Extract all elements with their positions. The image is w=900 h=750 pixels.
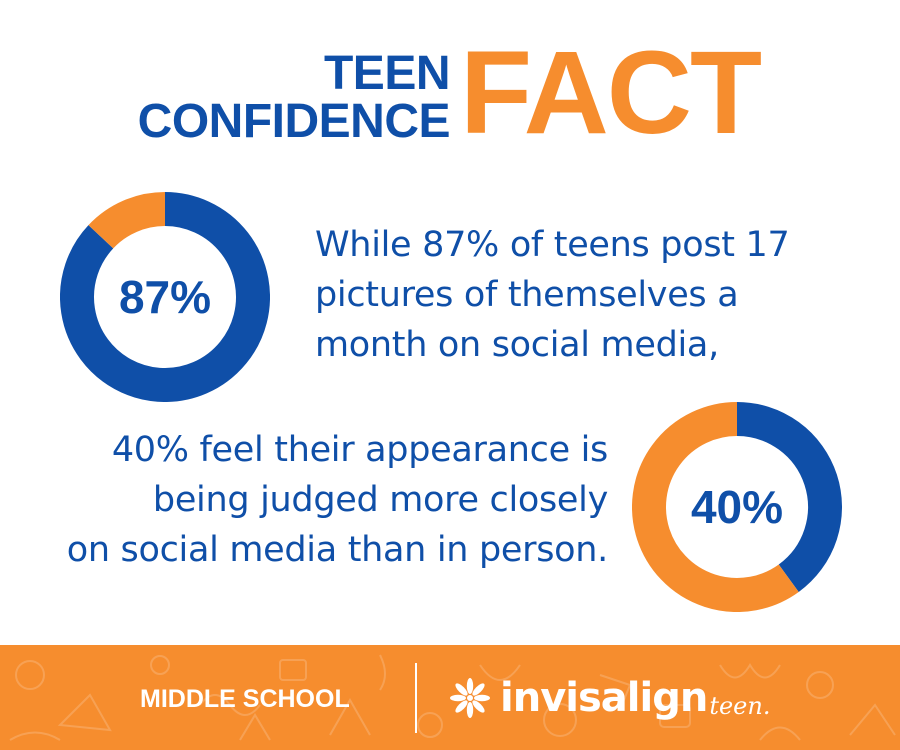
- fact-first: While 87% of teens post 17 pictures of t…: [315, 220, 790, 370]
- brand-invisalign: invisalign: [500, 675, 708, 721]
- donut-87-svg: [60, 192, 270, 402]
- footer-bar: MIDDLE SCHOOL invisalign teen.: [0, 645, 900, 750]
- brand-teen: teen.: [709, 692, 771, 720]
- footer-divider: [415, 663, 417, 733]
- fact-first-line-3: month on social media,: [315, 325, 719, 365]
- donut-1-slice-2: [88, 192, 166, 249]
- donut-40-svg: [632, 402, 842, 612]
- fact-second-line-2: being judged more closely: [152, 480, 608, 520]
- title-teen: TEEN: [323, 47, 451, 100]
- title-left-stack: TEEN CONFIDENCE: [137, 47, 451, 148]
- title-confidence: CONFIDENCE: [137, 95, 451, 148]
- fact-first-line-1: While 87% of teens post 17: [315, 225, 790, 265]
- donut-40-label: 40%: [690, 481, 784, 533]
- donut-2-slice-1: [736, 402, 842, 592]
- page-title: TEEN CONFIDENCE FACT: [0, 34, 900, 152]
- footer-middle-school: MIDDLE SCHOOL: [140, 685, 350, 713]
- brand-logo: invisalign teen.: [448, 663, 770, 733]
- fact-second: 40% feel their appearance is being judge…: [40, 425, 609, 575]
- doodle-pattern: [9, 654, 896, 741]
- donut-chart-87: 87%: [60, 192, 270, 402]
- donut-87-label: 87%: [118, 271, 212, 323]
- donut-chart-40: 40%: [632, 402, 842, 612]
- donut-2-slice-2: [632, 402, 799, 612]
- fact-first-line-2: pictures of themselves a: [315, 275, 739, 315]
- donut-1-slice-1: [60, 192, 270, 402]
- title-fact: FACT: [460, 27, 762, 159]
- fact-second-line-3: on social media than in person.: [66, 530, 609, 570]
- starburst-icon: [450, 678, 490, 718]
- fact-second-line-1: 40% feel their appearance is: [111, 430, 608, 470]
